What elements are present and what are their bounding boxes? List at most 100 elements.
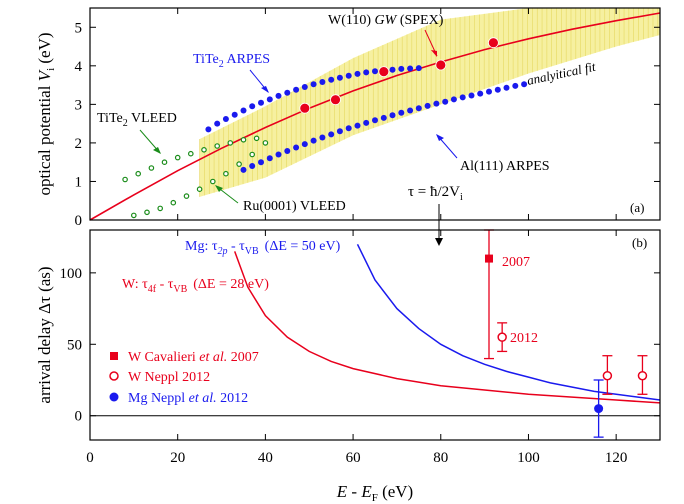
tite2-arpes-point bbox=[319, 79, 326, 85]
series-tite2-vleed bbox=[122, 135, 260, 183]
tite2-arpes-point bbox=[284, 89, 291, 96]
legend-marker-w-cavalieri bbox=[110, 352, 118, 360]
x-tick-label: 120 bbox=[605, 450, 628, 466]
tite2-vleed-point bbox=[122, 176, 128, 183]
panel-b-frame bbox=[89, 229, 661, 441]
al-arpes-point bbox=[415, 105, 422, 112]
tite2-arpes-point bbox=[372, 68, 378, 75]
tite2-arpes-point bbox=[336, 74, 343, 81]
y-tick-label: 3 bbox=[75, 97, 83, 113]
tite2-vleed-point bbox=[240, 137, 247, 143]
panel-a-frame bbox=[89, 7, 661, 221]
tau-arrowhead bbox=[435, 238, 443, 246]
tau-formula: τ = ħ/2Vi bbox=[408, 184, 463, 203]
mg-theory-line bbox=[356, 243, 661, 401]
label-2012: 2012 bbox=[510, 331, 538, 346]
mg-curve-label: Mg: τ2p - τVB (ΔE = 50 eV) bbox=[185, 239, 341, 257]
al-arpes-point bbox=[398, 109, 405, 116]
y-tick-label: 1 bbox=[75, 174, 83, 190]
al-arpes-point bbox=[275, 151, 282, 158]
tite2-arpes-point bbox=[249, 103, 256, 110]
al-arpes-label: Al(111) ARPES bbox=[460, 159, 550, 174]
al-arpes-point bbox=[354, 122, 361, 129]
tite2-arpes-point bbox=[222, 116, 229, 122]
al-arpes-point bbox=[284, 148, 291, 154]
tite2-arpes-point bbox=[275, 92, 282, 99]
label-2007: 2007 bbox=[502, 255, 530, 270]
panel-b-ylabel: arrival delay Δτ (as) bbox=[35, 266, 54, 403]
tite2-arpes-point bbox=[389, 66, 396, 73]
mg-neppl-point bbox=[594, 404, 604, 414]
al-arpes-point bbox=[266, 155, 273, 162]
y-tick-label: 100 bbox=[60, 266, 83, 282]
y-tick-label: 4 bbox=[75, 59, 83, 75]
ru-vleed-point bbox=[183, 193, 190, 199]
al-arpes-point bbox=[477, 90, 484, 97]
w-gw-point bbox=[435, 59, 447, 71]
series-w-gw bbox=[299, 37, 499, 114]
al-arpes-point bbox=[293, 144, 300, 151]
al-arpes-point bbox=[468, 92, 475, 99]
panel-a-letter: (a) bbox=[630, 200, 644, 215]
tite2-arpes-point bbox=[240, 107, 247, 114]
tite2-arpes-point bbox=[205, 126, 212, 133]
w-cavalieri-point bbox=[485, 254, 493, 263]
ru-vleed-point bbox=[196, 186, 203, 193]
tite2-vleed-label: TiTe2 VLEED bbox=[97, 111, 177, 129]
fit-line bbox=[89, 12, 661, 221]
x-tick-label: 20 bbox=[170, 450, 185, 466]
ru-vleed-point bbox=[223, 170, 229, 177]
fit-band bbox=[199, 8, 660, 197]
measured-points bbox=[485, 254, 648, 414]
tite2-arpes-point bbox=[310, 81, 317, 88]
w-gw-point bbox=[378, 66, 390, 77]
y-tick-label: 50 bbox=[67, 337, 82, 353]
al-arpes-point bbox=[249, 163, 256, 169]
x-tick-label: 40 bbox=[258, 450, 273, 466]
tite2-arpes-point bbox=[407, 65, 414, 72]
tite2-arpes-label: TiTe2 ARPES bbox=[193, 52, 270, 70]
al-arpes-point bbox=[319, 134, 326, 141]
tite2-arpes-point bbox=[415, 65, 422, 72]
tite2-arpes-arrowhead bbox=[261, 86, 269, 93]
tite2-arpes-point bbox=[301, 84, 308, 90]
al-arpes-point bbox=[521, 81, 528, 88]
x-tick-label: 60 bbox=[346, 450, 361, 466]
y-tick-label: 0 bbox=[75, 213, 83, 229]
legend-marker-mg-neppl bbox=[109, 392, 119, 402]
tite2-arpes-point bbox=[328, 76, 335, 83]
fit-band-area bbox=[199, 8, 660, 197]
ru-vleed-point bbox=[210, 178, 216, 185]
al-arpes-point bbox=[512, 82, 519, 89]
y-tick-label: 0 bbox=[75, 409, 83, 425]
ru-vleed-point bbox=[236, 161, 242, 167]
tite2-vleed-point bbox=[201, 147, 207, 153]
w-gw-point bbox=[330, 94, 341, 106]
w-gw-label: W(110) GW (SPEX) bbox=[328, 13, 444, 28]
mg-theory-curve bbox=[356, 243, 661, 401]
ru-vleed-point bbox=[249, 151, 256, 158]
w-neppl-point bbox=[602, 370, 613, 381]
x-axis-label: E - EF (eV) bbox=[336, 482, 413, 504]
x-tick-label: 80 bbox=[433, 450, 448, 466]
w-gw-point bbox=[487, 37, 499, 49]
al-arpes-point bbox=[450, 96, 457, 103]
tite2-arpes-point bbox=[363, 69, 370, 76]
legend: W Cavalieri et al. 2007 W Neppl 2012 Mg … bbox=[109, 350, 259, 406]
al-arpes-point bbox=[328, 131, 335, 138]
al-arpes-point bbox=[494, 86, 501, 93]
ru-vleed-point bbox=[131, 212, 137, 219]
al-arpes-point bbox=[459, 94, 466, 101]
tite2-arpes-point bbox=[214, 120, 221, 127]
al-arpes-point bbox=[433, 100, 440, 107]
y-tick-label: 5 bbox=[75, 20, 83, 36]
tite2-arpes-point bbox=[231, 111, 238, 118]
al-arpes-point bbox=[345, 125, 352, 132]
ru-vleed-arrowhead bbox=[215, 185, 223, 192]
w-neppl-point bbox=[637, 370, 648, 381]
panel-b-letter: (b) bbox=[632, 235, 647, 250]
panel-b-ticks: 0 50 100 0 20 40 60 80 100 120 bbox=[60, 230, 660, 466]
w-curve-label: W: τ4f - τVB (ΔE = 28 eV) bbox=[122, 277, 269, 295]
tite2-vleed-point bbox=[214, 143, 221, 149]
